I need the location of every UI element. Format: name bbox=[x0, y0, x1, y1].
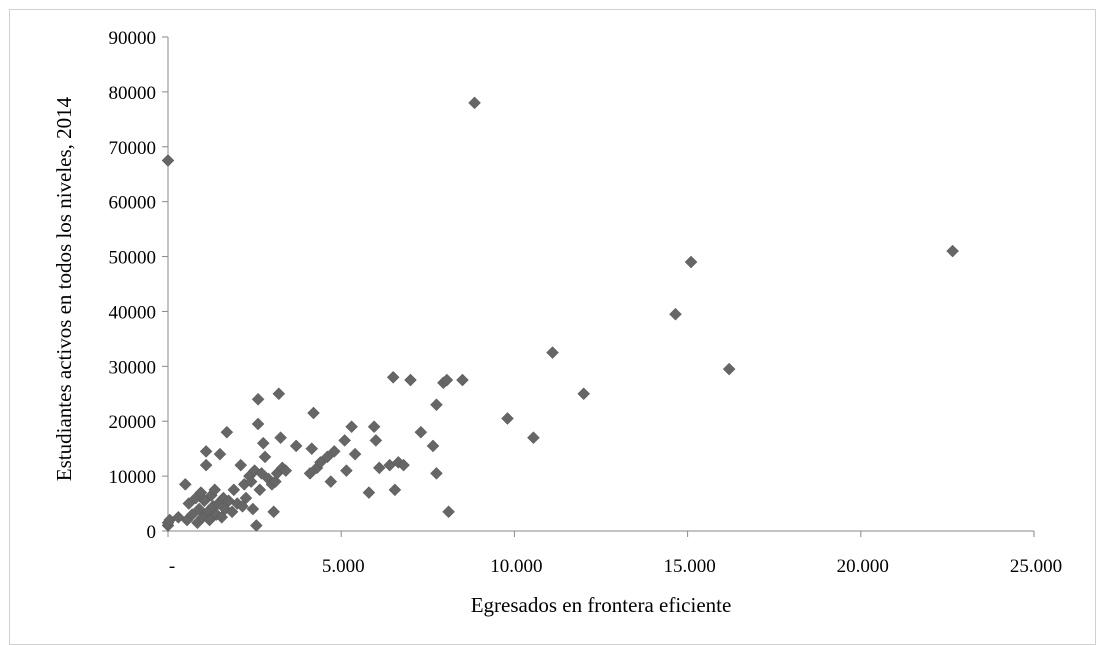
x-axis-title: Egresados en frontera eficiente bbox=[471, 593, 732, 617]
y-tick-label: 70000 bbox=[109, 138, 157, 159]
data-point bbox=[255, 467, 268, 480]
data-point bbox=[258, 450, 272, 464]
data-point bbox=[305, 442, 319, 456]
y-tick-label: 90000 bbox=[109, 28, 157, 49]
data-points bbox=[161, 96, 959, 532]
data-point bbox=[546, 346, 559, 359]
y-tick-label: 30000 bbox=[109, 357, 157, 378]
y-tick-label: 10000 bbox=[109, 467, 157, 488]
y-tick-label: 60000 bbox=[109, 193, 157, 214]
y-tick-label: 0 bbox=[147, 522, 157, 543]
data-point bbox=[340, 464, 353, 477]
x-tick-label: 20.000 bbox=[837, 556, 889, 577]
data-point bbox=[203, 513, 216, 527]
data-point bbox=[426, 439, 440, 453]
data-point bbox=[338, 434, 352, 447]
data-point bbox=[269, 475, 282, 488]
data-point bbox=[327, 445, 341, 458]
data-point bbox=[227, 483, 241, 497]
data-point bbox=[213, 447, 227, 461]
data-point bbox=[225, 505, 239, 519]
data-point bbox=[267, 505, 281, 519]
x-tick-label: 15.000 bbox=[663, 556, 715, 577]
data-point bbox=[244, 475, 258, 488]
data-point bbox=[199, 458, 213, 472]
x-ticks: - 5.000 10.000 15.000 20.000 25.000 bbox=[167, 531, 1062, 577]
y-axis-title: Estudiantes activos en todos los niveles… bbox=[52, 96, 76, 481]
data-point bbox=[669, 307, 682, 321]
data-point bbox=[256, 436, 270, 450]
data-point bbox=[362, 486, 376, 499]
data-point bbox=[320, 450, 334, 464]
axes bbox=[167, 37, 1034, 532]
data-point bbox=[272, 387, 286, 401]
y-tick-label: 40000 bbox=[109, 302, 157, 323]
data-point bbox=[234, 458, 248, 472]
data-point bbox=[946, 244, 959, 258]
data-point bbox=[348, 447, 362, 461]
data-point bbox=[239, 491, 253, 505]
data-point bbox=[208, 483, 222, 497]
data-point bbox=[440, 373, 454, 387]
data-point bbox=[527, 431, 540, 445]
y-ticks: 0 10000 20000 30000 40000 50000 60000 70000 8000… bbox=[109, 28, 168, 543]
data-point bbox=[185, 508, 199, 521]
chart-frame bbox=[9, 9, 1096, 645]
data-point bbox=[414, 425, 428, 439]
data-point bbox=[161, 154, 175, 167]
data-point bbox=[307, 406, 320, 420]
data-point bbox=[386, 370, 400, 384]
data-point bbox=[251, 417, 265, 431]
data-point bbox=[249, 519, 263, 532]
data-point bbox=[199, 445, 213, 458]
data-point bbox=[684, 255, 698, 269]
data-point bbox=[577, 387, 591, 401]
data-point bbox=[501, 412, 514, 425]
x-tick-label: 25.000 bbox=[1010, 556, 1062, 577]
data-point bbox=[397, 458, 410, 472]
data-point bbox=[722, 362, 736, 376]
data-point bbox=[246, 502, 260, 516]
data-point bbox=[456, 373, 469, 387]
data-point bbox=[404, 373, 417, 387]
data-point bbox=[372, 461, 386, 475]
x-tick-label: 10.000 bbox=[490, 556, 542, 577]
data-point bbox=[289, 439, 303, 453]
y-tick-label: 20000 bbox=[109, 412, 157, 433]
data-point bbox=[367, 420, 381, 434]
data-point bbox=[182, 497, 196, 510]
data-point bbox=[345, 420, 358, 434]
x-tick-label: - bbox=[169, 556, 175, 577]
data-point bbox=[279, 464, 293, 477]
y-tick-label: 50000 bbox=[109, 248, 157, 269]
data-point bbox=[303, 467, 317, 480]
data-point bbox=[178, 477, 192, 491]
data-point bbox=[324, 475, 338, 488]
data-point bbox=[198, 494, 211, 508]
data-point bbox=[274, 431, 287, 445]
data-point bbox=[430, 398, 443, 412]
x-tick-label: 5.000 bbox=[322, 556, 365, 577]
data-point bbox=[442, 505, 455, 519]
data-point bbox=[369, 434, 383, 447]
data-point bbox=[220, 425, 234, 439]
data-point bbox=[314, 456, 327, 469]
data-point bbox=[430, 467, 443, 480]
data-point bbox=[251, 392, 265, 406]
y-tick-label: 80000 bbox=[109, 83, 157, 104]
data-point bbox=[253, 483, 267, 497]
data-point bbox=[388, 483, 402, 497]
data-point bbox=[468, 96, 481, 110]
